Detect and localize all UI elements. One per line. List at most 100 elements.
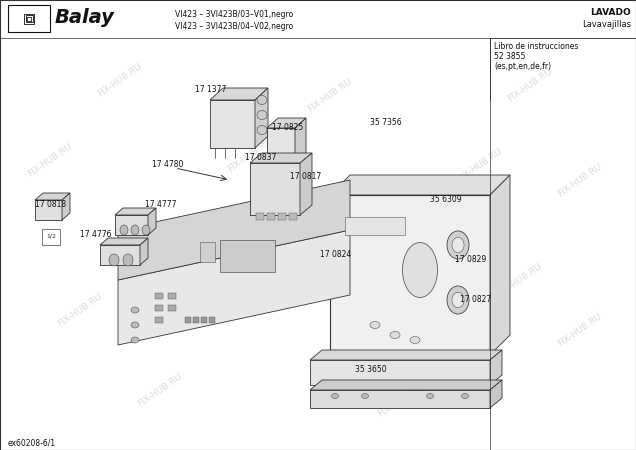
Polygon shape	[310, 350, 502, 360]
Text: 1/2: 1/2	[46, 234, 56, 239]
Polygon shape	[490, 350, 502, 385]
Polygon shape	[250, 163, 300, 215]
Bar	[267, 213, 275, 220]
Bar	[155, 317, 163, 323]
Bar	[24, 14, 34, 23]
Text: 17 1377: 17 1377	[195, 85, 226, 94]
Bar	[168, 293, 176, 299]
Polygon shape	[255, 88, 268, 148]
Polygon shape	[295, 118, 306, 168]
Text: FIX-HUB.RU: FIX-HUB.RU	[286, 266, 334, 303]
Ellipse shape	[452, 237, 464, 253]
Text: 52 3855: 52 3855	[494, 52, 525, 61]
Text: FIX-HUB.RU: FIX-HUB.RU	[556, 162, 604, 198]
Bar	[42, 229, 60, 245]
Ellipse shape	[447, 231, 469, 259]
Ellipse shape	[123, 254, 133, 266]
Polygon shape	[115, 215, 148, 235]
Bar	[256, 213, 264, 220]
Ellipse shape	[410, 337, 420, 343]
Polygon shape	[210, 100, 255, 148]
Text: 17 4776: 17 4776	[80, 230, 111, 239]
Text: 17 0825: 17 0825	[272, 123, 303, 132]
Bar	[200, 242, 215, 262]
Polygon shape	[267, 118, 306, 128]
Text: FIX-HUB.RU: FIX-HUB.RU	[456, 147, 504, 184]
Bar	[185, 317, 191, 323]
Ellipse shape	[109, 254, 119, 266]
Text: 17 0824: 17 0824	[320, 250, 351, 259]
Polygon shape	[330, 175, 510, 195]
Text: 35 6309: 35 6309	[430, 195, 462, 204]
Ellipse shape	[370, 321, 380, 328]
Bar	[220, 240, 275, 272]
Bar	[25, 15, 32, 22]
Bar	[27, 17, 31, 21]
Bar	[27, 17, 31, 21]
Ellipse shape	[131, 322, 139, 328]
Polygon shape	[118, 230, 350, 345]
Ellipse shape	[403, 243, 438, 297]
Polygon shape	[310, 380, 502, 390]
Ellipse shape	[131, 307, 139, 313]
Polygon shape	[210, 88, 268, 100]
Ellipse shape	[120, 225, 128, 235]
Text: 35 7356: 35 7356	[370, 118, 401, 127]
Ellipse shape	[361, 393, 368, 399]
Text: ex60208-6/1: ex60208-6/1	[8, 438, 56, 447]
Text: Balay: Balay	[55, 8, 115, 27]
Ellipse shape	[131, 337, 139, 343]
Text: FIX-HUB.RU: FIX-HUB.RU	[96, 62, 144, 99]
Text: FIX-HUB.RU: FIX-HUB.RU	[26, 141, 74, 179]
Text: 35 3650: 35 3650	[355, 365, 387, 374]
Text: FIX-HUB.RU: FIX-HUB.RU	[226, 136, 273, 174]
Text: Libro de instrucciones: Libro de instrucciones	[494, 42, 578, 51]
Text: 17 0817: 17 0817	[290, 172, 321, 181]
Polygon shape	[250, 153, 312, 163]
Text: FIX-HUB.RU: FIX-HUB.RU	[136, 372, 184, 409]
Text: 17 4780: 17 4780	[152, 160, 183, 169]
Text: (es,pt,en,de,fr): (es,pt,en,de,fr)	[494, 62, 551, 71]
Text: FIX-HUB.RU: FIX-HUB.RU	[556, 311, 604, 348]
Bar	[201, 317, 207, 323]
Polygon shape	[300, 153, 312, 215]
Polygon shape	[267, 128, 295, 168]
Polygon shape	[310, 360, 490, 385]
Bar	[289, 213, 297, 220]
Text: 17 4777: 17 4777	[145, 200, 177, 209]
Text: Lavavajillas: Lavavajillas	[582, 20, 631, 29]
Ellipse shape	[142, 225, 150, 235]
Ellipse shape	[331, 393, 338, 399]
Bar	[155, 293, 163, 299]
Polygon shape	[35, 200, 62, 220]
Polygon shape	[330, 195, 490, 355]
Polygon shape	[140, 238, 148, 265]
Polygon shape	[62, 193, 70, 220]
Ellipse shape	[257, 111, 267, 120]
Ellipse shape	[390, 332, 400, 338]
Text: 17 0818: 17 0818	[35, 200, 66, 209]
Polygon shape	[100, 245, 140, 265]
Text: VI423 – 3VI423B/04–V02,negro: VI423 – 3VI423B/04–V02,negro	[175, 22, 293, 31]
Bar	[155, 305, 163, 311]
Ellipse shape	[452, 292, 464, 308]
Bar	[209, 317, 215, 323]
Polygon shape	[115, 208, 156, 215]
Text: FIX-HUB.RU: FIX-HUB.RU	[377, 382, 424, 418]
Text: 17 0837: 17 0837	[245, 153, 277, 162]
Polygon shape	[490, 175, 510, 355]
Bar	[345, 217, 405, 235]
Polygon shape	[35, 193, 70, 200]
Ellipse shape	[257, 126, 267, 135]
Polygon shape	[148, 208, 156, 235]
Bar	[278, 213, 286, 220]
Polygon shape	[100, 238, 148, 245]
Bar	[8, 5, 50, 32]
Polygon shape	[490, 380, 502, 408]
Polygon shape	[118, 180, 350, 280]
Bar	[193, 317, 199, 323]
Text: FIX-HUB.RU: FIX-HUB.RU	[496, 261, 544, 298]
Text: 17 0827: 17 0827	[460, 295, 491, 304]
Text: LAVADO: LAVADO	[590, 8, 631, 17]
Ellipse shape	[131, 225, 139, 235]
